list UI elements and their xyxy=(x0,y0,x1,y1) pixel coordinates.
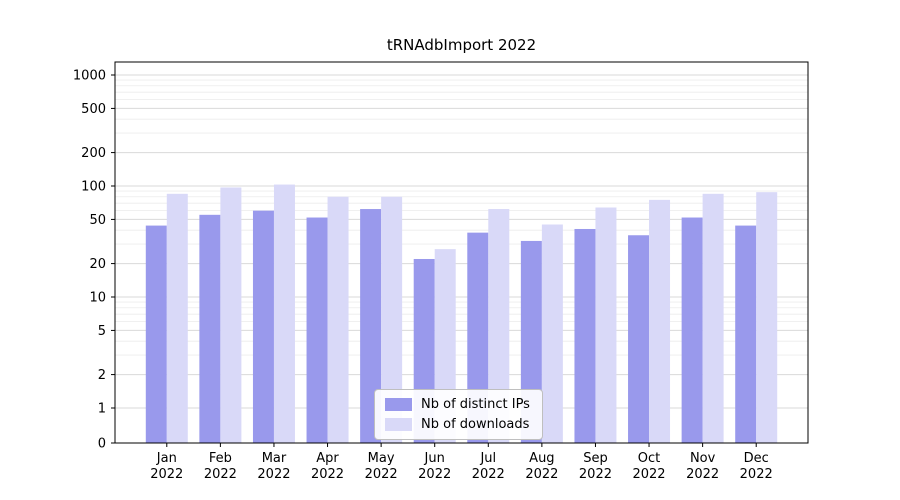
bar-downloads-oct xyxy=(649,199,671,443)
y-tick-label: 0 xyxy=(98,437,106,452)
bar-downloads-apr xyxy=(327,196,349,443)
bar-distinct-ips-apr xyxy=(306,217,328,443)
bar-downloads-dec xyxy=(756,192,778,443)
legend-label-distinct-ips: Nb of distinct IPs xyxy=(421,397,530,412)
x-tick-label: Jan 2022 xyxy=(150,451,183,482)
chart-title: tRNAdbImport 2022 xyxy=(386,36,537,54)
x-tick-label: Aug 2022 xyxy=(525,451,558,482)
legend-label-downloads: Nb of downloads xyxy=(421,417,530,432)
bar-distinct-ips-sep xyxy=(574,228,596,443)
y-tick-label: 50 xyxy=(89,213,106,228)
x-tick-label: Nov 2022 xyxy=(686,451,719,482)
y-tick-label: 1 xyxy=(98,402,106,417)
legend-item-downloads: Nb of downloads xyxy=(385,417,530,432)
legend: Nb of distinct IPs Nb of downloads xyxy=(374,389,543,440)
y-tick-label: 200 xyxy=(81,146,106,161)
legend-item-distinct-ips: Nb of distinct IPs xyxy=(385,397,530,412)
bar-distinct-ips-jan xyxy=(145,225,167,443)
legend-swatch-downloads xyxy=(385,418,412,431)
y-tick-label: 5 xyxy=(98,324,106,339)
bar-downloads-may xyxy=(381,196,403,443)
bar-distinct-ips-oct xyxy=(628,235,650,443)
bar-distinct-ips-nov xyxy=(681,217,703,443)
y-tick-label: 1000 xyxy=(73,69,106,84)
x-tick-label: Jul 2022 xyxy=(472,451,505,482)
x-tick-label: Jun 2022 xyxy=(418,451,451,482)
x-tick-label: Feb 2022 xyxy=(204,451,237,482)
bar-downloads-aug xyxy=(541,224,563,443)
bar-downloads-jul xyxy=(488,209,510,443)
y-tick-label: 20 xyxy=(89,257,106,272)
x-tick-label: Oct 2022 xyxy=(632,451,665,482)
plot-frame xyxy=(114,61,809,444)
y-tick-label: 2 xyxy=(98,368,106,383)
legend-swatch-distinct-ips xyxy=(385,398,412,411)
bar-downloads-jan xyxy=(166,193,188,443)
x-tick-label: Apr 2022 xyxy=(311,451,344,482)
bar-distinct-ips-mar xyxy=(252,210,274,443)
bar-distinct-ips-may xyxy=(360,209,382,443)
x-tick-label: Dec 2022 xyxy=(740,451,773,482)
x-tick-label: May 2022 xyxy=(365,451,398,482)
bar-downloads-sep xyxy=(595,207,617,443)
y-tick-label: 10 xyxy=(89,291,106,306)
bar-downloads-feb xyxy=(220,187,242,443)
y-tick-label: 500 xyxy=(81,102,106,117)
bar-distinct-ips-dec xyxy=(735,225,757,443)
bar-distinct-ips-feb xyxy=(199,214,221,443)
x-tick-label: Sep 2022 xyxy=(579,451,612,482)
y-tick-label: 100 xyxy=(81,180,106,195)
bar-downloads-nov xyxy=(702,193,724,443)
x-tick-label: Mar 2022 xyxy=(257,451,290,482)
bar-downloads-mar xyxy=(273,184,295,443)
